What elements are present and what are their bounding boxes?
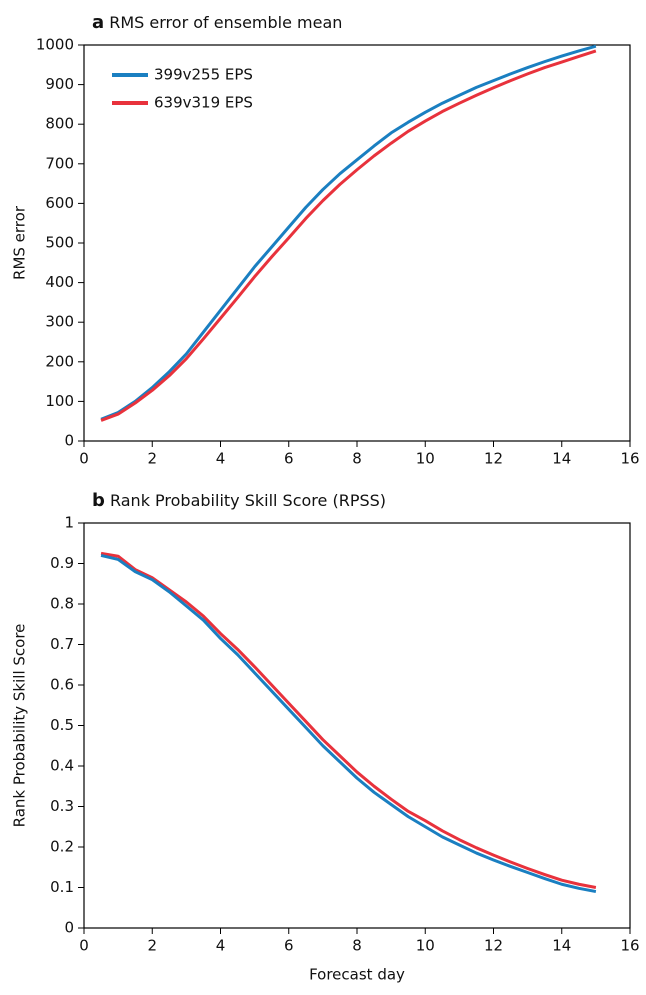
y-tick-label: 0.3	[50, 797, 74, 815]
chart-title: a RMS error of ensemble mean	[92, 12, 342, 33]
x-tick-label: 10	[416, 937, 435, 955]
y-tick-label: 0.5	[50, 716, 74, 734]
panel-label: a	[92, 12, 104, 33]
y-tick-label: 900	[45, 75, 74, 93]
x-tick-label: 0	[79, 450, 89, 468]
y-tick-label: 200	[45, 352, 74, 370]
y-tick-label: 0.1	[50, 878, 74, 896]
series-line	[100, 551, 597, 889]
y-tick-label: 0.2	[50, 838, 74, 856]
panel-label: b	[92, 490, 105, 511]
y-tick-label: 0.9	[50, 554, 74, 572]
title-text: RMS error of ensemble mean	[109, 13, 342, 32]
x-tick-label: 6	[284, 450, 294, 468]
x-tick-label: 2	[147, 937, 157, 955]
chart-title: b Rank Probability Skill Score (RPSS)	[92, 490, 386, 511]
y-tick-label: 500	[45, 234, 74, 252]
y-tick-label: 800	[45, 115, 74, 133]
x-tick-label: 12	[484, 937, 503, 955]
y-tick-label: 1	[64, 514, 74, 532]
x-tick-label: 16	[620, 937, 639, 955]
x-tick-label: 10	[416, 450, 435, 468]
x-axis-label: Forecast day	[309, 966, 405, 984]
y-tick-label: 600	[45, 194, 74, 212]
title-text: Rank Probability Skill Score (RPSS)	[110, 491, 386, 510]
legend-label: 639v319 EPS	[154, 94, 253, 112]
y-tick-label: 400	[45, 273, 74, 291]
y-tick-label: 0	[64, 919, 74, 937]
y-tick-label: 100	[45, 392, 74, 410]
y-tick-label: 0.8	[50, 595, 74, 613]
series-line	[100, 553, 597, 894]
y-tick-label: 0.7	[50, 635, 74, 653]
y-tick-label: 0	[64, 432, 74, 450]
y-tick-label: 0.4	[50, 757, 74, 775]
x-tick-label: 4	[216, 450, 226, 468]
y-tick-label: 1000	[36, 36, 74, 54]
plot-frame	[83, 522, 631, 929]
y-axis-label: RMS error	[11, 205, 29, 280]
y-tick-label: 300	[45, 313, 74, 331]
x-tick-label: 14	[552, 937, 571, 955]
x-tick-label: 16	[620, 450, 639, 468]
x-tick-label: 2	[147, 450, 157, 468]
x-tick-label: 8	[352, 937, 362, 955]
y-tick-label: 700	[45, 154, 74, 172]
series-line	[100, 44, 597, 421]
y-axis-label: Rank Probability Skill Score	[11, 624, 29, 828]
x-tick-label: 6	[284, 937, 294, 955]
y-tick-label: 0.6	[50, 676, 74, 694]
legend-label: 399v255 EPS	[154, 66, 253, 84]
x-tick-label: 0	[79, 937, 89, 955]
plot-frame	[83, 44, 631, 442]
x-tick-label: 8	[352, 450, 362, 468]
x-tick-label: 4	[216, 937, 226, 955]
x-tick-label: 12	[484, 450, 503, 468]
x-tick-label: 14	[552, 450, 571, 468]
series-line	[100, 49, 597, 422]
